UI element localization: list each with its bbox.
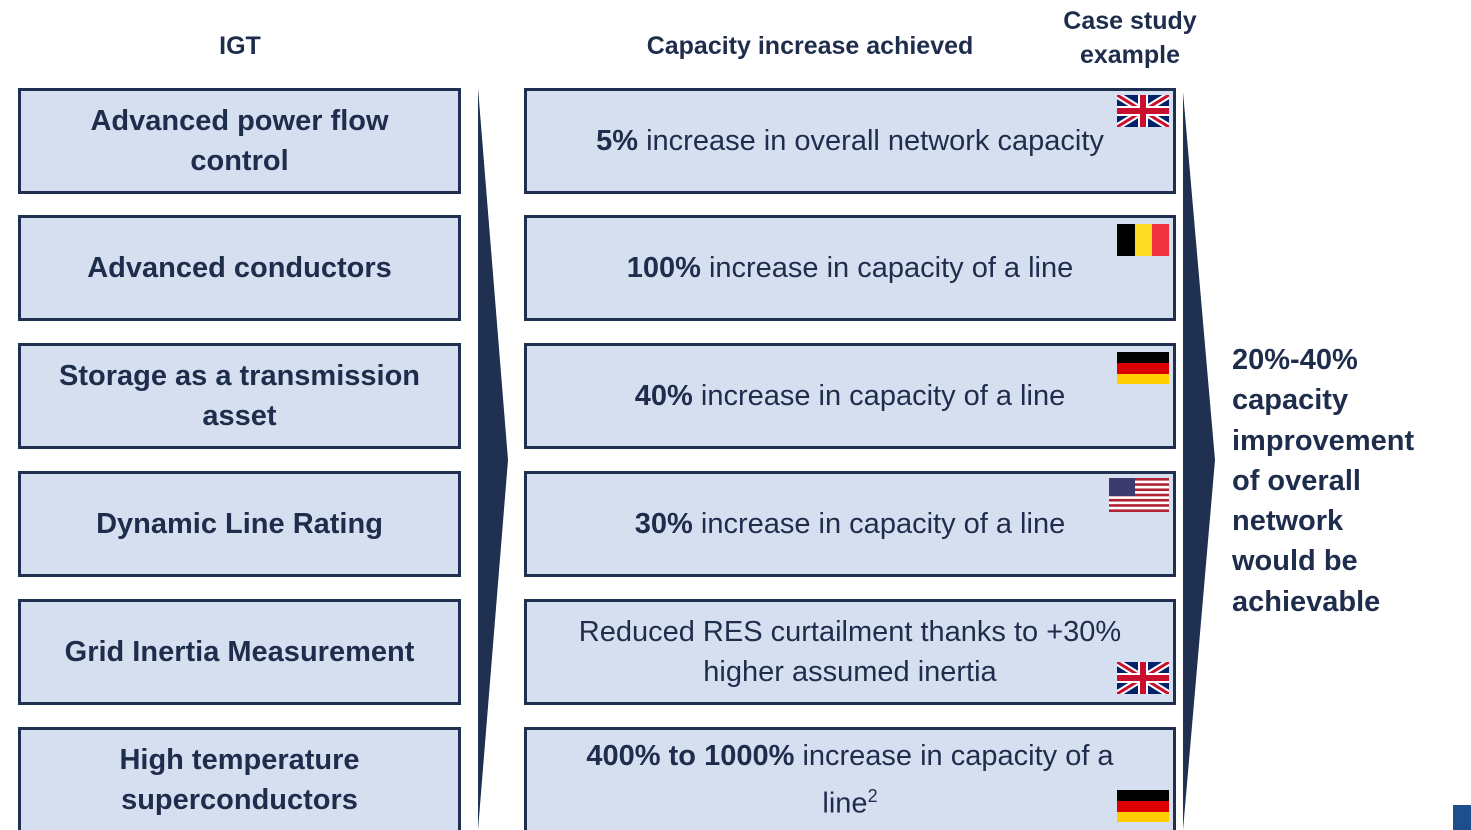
conclusion-line: 20%-40% — [1232, 344, 1358, 376]
capacity-value: 400% to 1000% — [586, 740, 795, 773]
igt-box: Advanced conductors — [18, 215, 461, 321]
capacity-text: 40% increase in capacity of a line — [635, 376, 1065, 416]
capacity-box: 30% increase in capacity of a line — [524, 471, 1176, 577]
conclusion-line: achievable — [1232, 585, 1381, 618]
igt-box: Grid Inertia Measurement — [18, 599, 461, 705]
chevron — [1183, 92, 1215, 830]
case-study-header: Case study example — [1063, 7, 1197, 69]
conclusion-line: improvement — [1232, 424, 1415, 457]
capacity-header: Capacity increase achieved — [646, 32, 974, 60]
igt-box: High temperature superconductors — [18, 727, 461, 830]
flag — [1117, 95, 1169, 127]
capacity-box: Reduced RES curtailment thanks to +30% h… — [524, 599, 1176, 705]
capacity-text: Reduced RES curtailment thanks to +30% h… — [567, 612, 1133, 692]
flag — [1109, 478, 1169, 512]
igt-box: Storage as a transmission asset — [18, 343, 461, 449]
conclusion-line: of overall — [1232, 464, 1361, 497]
capacity-desc: Reduced RES curtailment thanks to +30% h… — [578, 616, 1122, 688]
capacity-desc: increase in capacity of a line — [692, 380, 1066, 412]
capacity-desc: increase in capacity of a line — [794, 740, 1114, 820]
capacity-box: 5% increase in overall network capacity — [524, 88, 1176, 194]
capacity-box: 100% increase in capacity of a line — [524, 215, 1176, 321]
conclusion-line: capacity — [1232, 384, 1349, 417]
capacity-value: 40% — [634, 380, 693, 412]
capacity-text: 30% increase in capacity of a line — [635, 504, 1065, 544]
footnote: 2 — [867, 786, 878, 807]
capacity-value: 5% — [596, 125, 639, 157]
flag — [1117, 224, 1169, 256]
capacity-text: 5% increase in overall network capacity — [596, 121, 1104, 161]
capacity-desc: increase in capacity of a line — [692, 508, 1066, 540]
flag — [1117, 790, 1169, 822]
flag — [1117, 352, 1169, 384]
igt-box: Advanced power flow control — [18, 88, 461, 194]
capacity-desc: increase in capacity of a line — [700, 252, 1074, 284]
capacity-box: 400% to 1000% increase in capacity of a … — [524, 727, 1176, 830]
flag — [1117, 662, 1169, 694]
capacity-value: 100% — [626, 252, 701, 284]
conclusion-line: would be — [1232, 545, 1358, 578]
conclusion-line: network — [1232, 505, 1344, 538]
corner-mark — [1453, 805, 1471, 830]
capacity-box: 40% increase in capacity of a line — [524, 343, 1176, 449]
igt-box: Dynamic Line Rating — [18, 471, 461, 577]
capacity-text: 400% to 1000% increase in capacity of a … — [567, 736, 1133, 824]
capacity-text: 100% increase in capacity of a line — [627, 248, 1074, 288]
conclusion: 20%-40% capacity improvement of overall netw… — [1232, 340, 1414, 622]
capacity-desc: increase in overall network capacity — [638, 125, 1104, 157]
igt-header: IGT — [219, 32, 261, 60]
chevron — [478, 88, 508, 830]
capacity-value: 30% — [634, 508, 693, 540]
